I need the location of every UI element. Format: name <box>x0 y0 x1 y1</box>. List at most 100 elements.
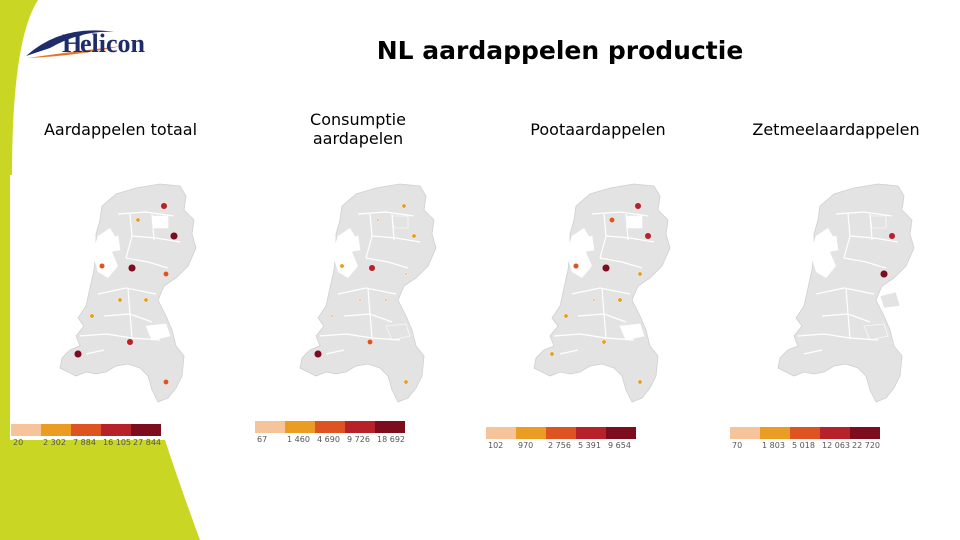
ijsselmeer-water <box>92 228 118 278</box>
province-border <box>553 333 635 341</box>
ijsselmeer-water <box>810 228 836 278</box>
highlight-region-1 <box>879 291 901 309</box>
production-marker-utrecht <box>592 298 596 302</box>
legend-value: 22 720 <box>852 441 880 450</box>
production-marker-friesland <box>376 218 380 222</box>
province-border <box>559 349 579 355</box>
legend-value: 2 756 <box>548 441 571 450</box>
highlight-region-0 <box>863 323 889 341</box>
map-label-consumptie: Consumptie aardapelen <box>310 110 406 148</box>
production-marker-groningen <box>401 203 407 209</box>
map-panel-0 <box>59 183 197 403</box>
map-legend-1: 67 1 460 4 690 9 726 18 692 <box>255 421 405 445</box>
production-marker-drenthe <box>411 233 417 239</box>
accent-band <box>0 440 200 540</box>
ijsselmeer-water <box>566 228 592 278</box>
province-border <box>843 257 887 269</box>
production-marker-gelderland <box>617 297 623 303</box>
production-marker-lelystad <box>127 263 136 272</box>
legend-swatch <box>315 421 345 433</box>
legend-value: 1 460 <box>287 435 310 444</box>
production-marker-drenthe <box>888 232 896 240</box>
production-marker-noord-brabant <box>126 338 134 346</box>
legend-swatch <box>546 427 576 439</box>
legend-value: 9 726 <box>347 435 370 444</box>
production-marker-zuid-holland <box>330 314 334 318</box>
map-panel-3 <box>777 183 915 403</box>
province-border <box>371 235 421 243</box>
legend-value: 102 <box>488 441 504 450</box>
province-border <box>365 257 409 269</box>
production-marker-zeeland <box>314 349 323 358</box>
legend-value: 9 654 <box>608 441 631 450</box>
production-marker-noord-holland <box>573 263 579 269</box>
legend-swatch <box>131 424 161 436</box>
legend-swatch <box>516 427 546 439</box>
production-marker-zuid-holland <box>563 313 569 319</box>
legend-value: 12 063 <box>822 441 850 450</box>
province-border <box>127 287 133 339</box>
production-marker-limburg <box>637 379 643 385</box>
highlight-region-1 <box>161 291 183 309</box>
province-border <box>319 333 401 341</box>
legend-swatch <box>760 427 790 439</box>
highlight-region-1 <box>401 291 423 309</box>
highlight-region-3 <box>869 215 887 229</box>
legend-swatch <box>71 424 101 436</box>
svg-text:H: H <box>62 29 82 58</box>
province-border <box>599 257 643 269</box>
legend-swatch <box>850 427 880 439</box>
legend-swatch <box>101 424 131 436</box>
legend-value: 70 <box>732 441 743 450</box>
production-marker-drenthe <box>644 232 652 240</box>
production-marker-gelderland <box>143 297 149 303</box>
legend-value: 5 018 <box>792 441 815 450</box>
legend-value: 27 844 <box>133 438 161 447</box>
province-border <box>325 349 345 355</box>
production-marker-noord-holland <box>339 263 345 269</box>
legend-value: 2 302 <box>43 438 66 447</box>
legend-value: 18 692 <box>377 435 405 444</box>
province-border <box>117 211 175 217</box>
production-marker-overijssel <box>879 269 888 278</box>
province-border <box>845 287 851 339</box>
province-border <box>85 349 105 355</box>
legend-swatch <box>375 421 405 433</box>
production-marker-friesland <box>609 217 615 223</box>
map-legend-0: 20 2 302 7 884 16 105 27 844 <box>11 424 161 448</box>
production-marker-utrecht <box>358 298 362 302</box>
svg-text:elicon: elicon <box>80 29 146 58</box>
map-panel-1 <box>299 183 437 403</box>
legend-value: 67 <box>257 435 268 444</box>
production-marker-zeeland <box>549 351 555 357</box>
province-border <box>797 333 879 341</box>
map-label-totaal: Aardappelen totaal <box>43 120 198 139</box>
accent-bar <box>0 0 10 540</box>
production-marker-lelystad <box>601 263 610 272</box>
province-border <box>835 211 893 217</box>
production-marker-limburg <box>163 379 169 385</box>
legend-value: 16 105 <box>103 438 131 447</box>
province-border <box>357 211 415 217</box>
province-border <box>601 287 607 339</box>
legend-swatch <box>790 427 820 439</box>
province-border <box>849 235 899 243</box>
map-legend-2: 102 970 2 756 5 391 9 654 <box>486 427 636 451</box>
province-border <box>79 333 161 341</box>
production-marker-drenthe <box>169 232 178 241</box>
legend-swatch <box>41 424 71 436</box>
production-marker-lelystad <box>368 264 376 272</box>
highlight-region-3 <box>391 215 409 229</box>
legend-value: 1 803 <box>762 441 785 450</box>
province-border <box>625 213 629 241</box>
legend-swatch <box>345 421 375 433</box>
legend-value: 7 884 <box>73 438 96 447</box>
legend-swatch <box>730 427 760 439</box>
province-border <box>97 287 157 295</box>
province-border <box>391 213 395 241</box>
legend-swatch <box>606 427 636 439</box>
province-border <box>591 211 649 217</box>
province-border <box>605 235 655 243</box>
production-marker-gelderland <box>384 298 388 302</box>
province-border <box>803 349 823 355</box>
